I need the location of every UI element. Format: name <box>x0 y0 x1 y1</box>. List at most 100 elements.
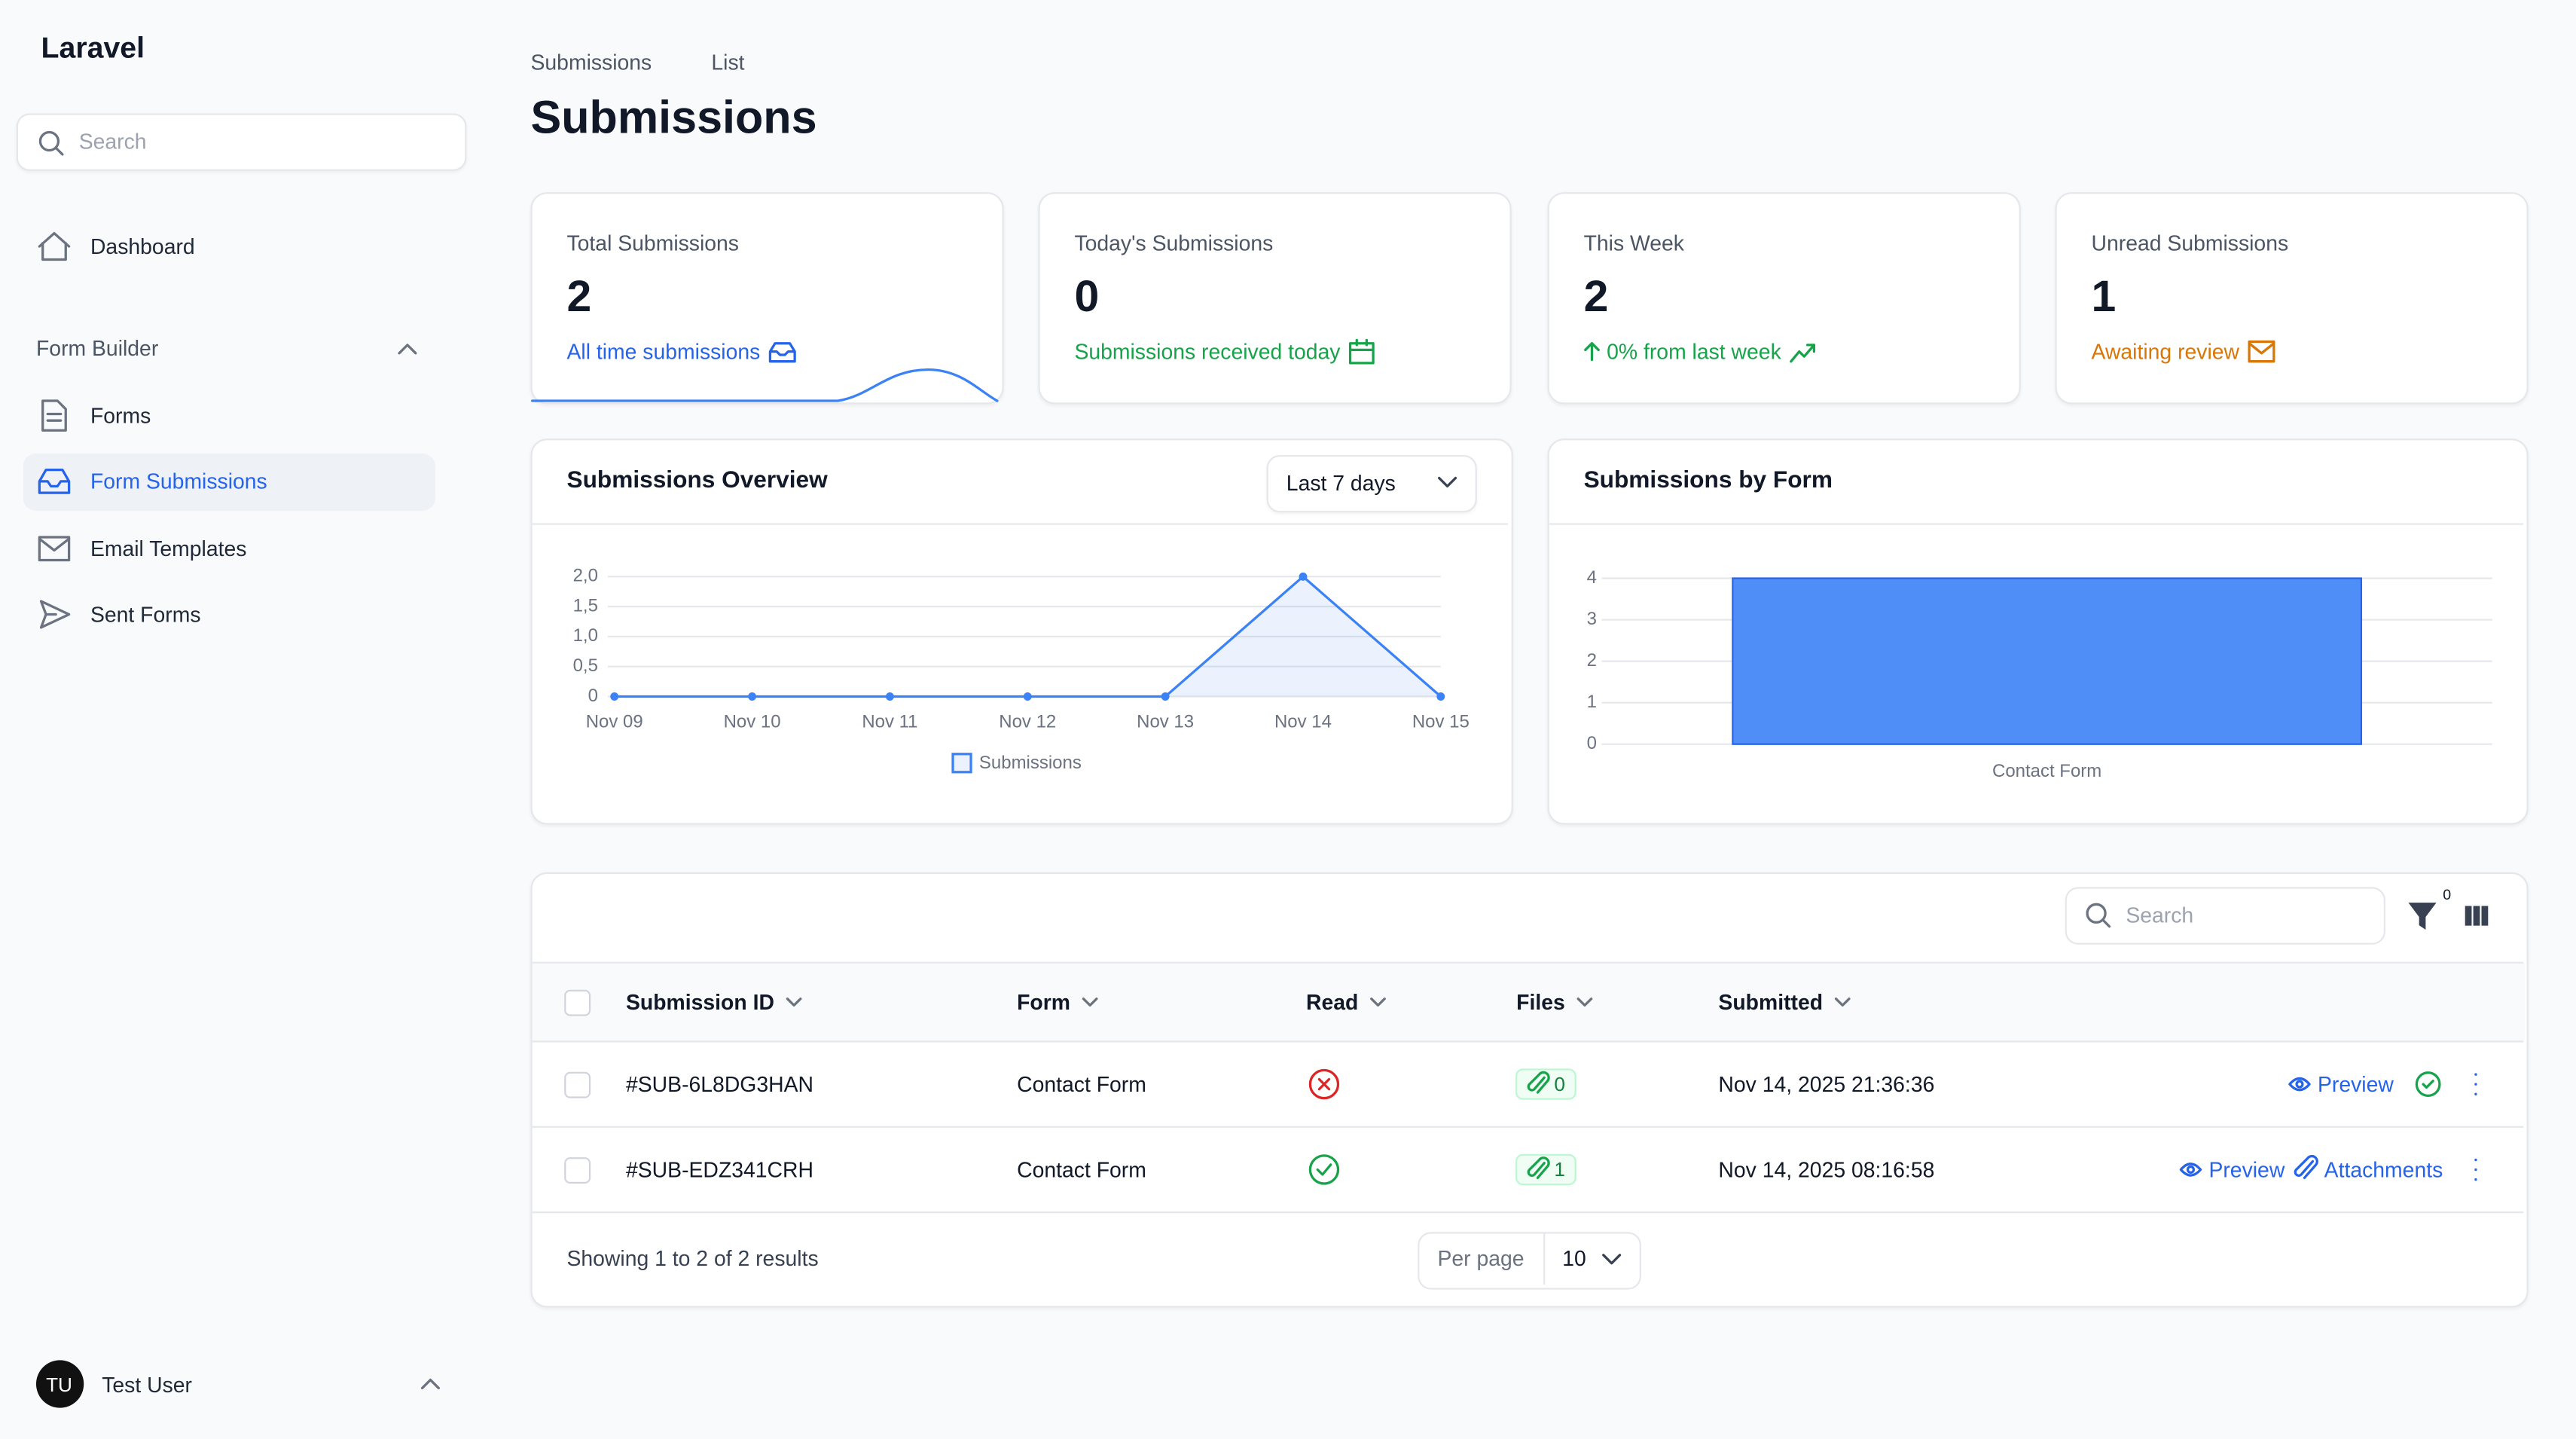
x-tick-label: Nov 11 <box>862 712 917 732</box>
read-status <box>1308 1068 1340 1100</box>
table-header-bg <box>532 962 2526 1042</box>
y-tick-label: 1,0 <box>573 625 598 646</box>
stat-icon <box>1348 338 1375 365</box>
chevron <box>1438 476 1457 488</box>
column-header[interactable]: Files <box>1516 989 1565 1015</box>
table-search-placeholder: Search <box>2126 903 2194 927</box>
inbox-icon <box>38 468 71 494</box>
stat-note: 0% from last week <box>1607 339 1781 364</box>
eye-icon <box>2288 1077 2311 1092</box>
checkbox[interactable] <box>564 989 591 1016</box>
x-tick-label: Nov 13 <box>1137 712 1194 732</box>
y-tick-label: 0,5 <box>573 655 598 676</box>
nav-item[interactable]: Sent Forms <box>90 602 201 627</box>
sidebar-search-placeholder: Search <box>78 129 147 154</box>
sidebar-search[interactable] <box>16 113 467 171</box>
row-action[interactable]: Preview <box>2208 1157 2285 1182</box>
search-icon <box>2086 903 2107 924</box>
forms-icon <box>41 399 67 432</box>
y-tick-label: 1,5 <box>573 595 598 616</box>
x-tick-label: Contact Form <box>1992 761 2101 781</box>
point <box>610 692 619 701</box>
submitted-at: Nov 14, 2025 08:16:58 <box>1718 1157 1935 1182</box>
bar <box>1732 577 2363 745</box>
table-search[interactable] <box>2065 887 2385 945</box>
form-name: Contact Form <box>1017 1157 1146 1182</box>
per-page-value[interactable]: 10 <box>1562 1245 1586 1271</box>
form-name: Contact Form <box>1017 1071 1146 1097</box>
read-status <box>1308 1154 1340 1185</box>
chevron[interactable] <box>420 1378 440 1390</box>
sort-chevron[interactable] <box>786 998 802 1007</box>
column-header[interactable]: Submitted <box>1718 989 1824 1015</box>
x-tick-label: Nov 09 <box>586 712 643 732</box>
nav-group[interactable]: Form Builder <box>35 335 159 361</box>
stat-icon <box>2248 340 2275 363</box>
page-title: Submissions <box>530 92 817 143</box>
period-select[interactable] <box>1266 454 1477 513</box>
sort-chevron[interactable] <box>1370 998 1386 1007</box>
send-icon <box>39 600 71 629</box>
x-tick-label: Nov 10 <box>724 712 781 732</box>
point <box>748 692 757 701</box>
row-action[interactable]: Preview <box>2317 1071 2394 1097</box>
filter-count: 0 <box>2443 886 2452 903</box>
y-tick-label: 4 <box>1587 567 1597 588</box>
column-header[interactable]: Submission ID <box>625 989 774 1015</box>
x-tick-label: Nov 12 <box>999 712 1056 732</box>
mark-read[interactable] <box>2415 1071 2441 1097</box>
filter-icon[interactable] <box>2408 903 2437 930</box>
table-summary: Showing 1 to 2 of 2 results <box>566 1245 819 1271</box>
avatar-initials: TU <box>46 1373 72 1397</box>
per-page-select[interactable] <box>1418 1232 1641 1290</box>
avatar[interactable] <box>35 1360 84 1408</box>
chart-title: Submissions by Form <box>1583 467 1833 494</box>
breadcrumb: List <box>711 50 745 75</box>
breadcrumb[interactable]: Submissions <box>530 50 652 75</box>
stat-note: Awaiting review <box>2091 339 2240 364</box>
eye-icon <box>2179 1163 2202 1177</box>
chevron <box>1602 1254 1622 1265</box>
sort-chevron[interactable] <box>1576 998 1593 1007</box>
sparkline <box>531 368 999 402</box>
legend-swatch <box>951 753 972 774</box>
brand: Laravel <box>41 31 145 65</box>
mark-read-glyph <box>2422 1080 2434 1089</box>
y-tick-label: 1 <box>1587 692 1597 712</box>
y-tick-label: 2 <box>1587 650 1597 671</box>
submission-id: #SUB-EDZ341CRH <box>625 1157 813 1182</box>
paperclip-icon <box>2294 1154 2318 1179</box>
nav-item[interactable]: Forms <box>90 403 151 428</box>
stat-label: This Week <box>1583 231 1685 256</box>
y-tick-label: 0 <box>588 686 598 706</box>
read-status-glyph <box>1316 1163 1332 1176</box>
active-nav-bg <box>23 453 435 512</box>
nav-item-active[interactable]: Form Submissions <box>90 469 267 494</box>
stat-card <box>1547 192 2021 405</box>
sort-chevron[interactable] <box>1082 998 1098 1007</box>
sort-chevron[interactable] <box>1834 998 1851 1007</box>
row-action[interactable]: Attachments <box>2324 1157 2443 1182</box>
chevron[interactable] <box>398 344 417 355</box>
columns-icon[interactable] <box>2463 904 2490 927</box>
nav-item[interactable]: Email Templates <box>90 536 247 561</box>
column-header[interactable]: Form <box>1017 989 1070 1015</box>
paperclip-icon <box>1527 1156 1550 1179</box>
chart-title: Submissions Overview <box>566 467 828 494</box>
submitted-at: Nov 14, 2025 21:36:36 <box>1718 1071 1935 1097</box>
nav-dashboard[interactable]: Dashboard <box>90 234 195 259</box>
period-select-value[interactable]: Last 7 days <box>1286 470 1396 496</box>
stat-value: 1 <box>2091 271 2117 322</box>
stat-card <box>2055 192 2529 405</box>
user-name[interactable]: Test User <box>102 1372 192 1398</box>
checkbox[interactable] <box>564 1157 591 1184</box>
column-header[interactable]: Read <box>1305 989 1359 1015</box>
stat-icon <box>768 342 796 363</box>
legend-label: Submissions <box>979 753 1082 773</box>
checkbox[interactable] <box>564 1071 591 1098</box>
mail-icon <box>38 536 71 562</box>
stat-icon <box>1790 344 1816 363</box>
point <box>1161 692 1170 701</box>
stat-label: Today's Submissions <box>1074 231 1274 256</box>
